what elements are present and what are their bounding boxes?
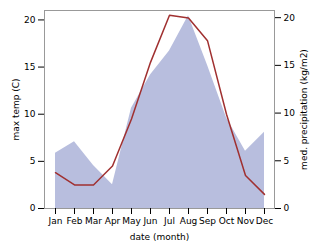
svg-text:May: May [122, 216, 141, 226]
svg-text:Sep: Sep [199, 216, 216, 226]
svg-text:Jun: Jun [142, 216, 157, 226]
svg-text:15: 15 [284, 60, 295, 70]
svg-text:Aug: Aug [180, 216, 198, 226]
svg-text:Feb: Feb [67, 216, 83, 226]
svg-text:5: 5 [30, 156, 36, 166]
svg-text:med. precipitation (kg/m2): med. precipitation (kg/m2) [299, 49, 309, 170]
svg-text:0: 0 [30, 203, 36, 213]
svg-text:Dec: Dec [256, 216, 273, 226]
svg-text:20: 20 [24, 15, 36, 25]
svg-text:10: 10 [284, 108, 296, 118]
svg-text:15: 15 [24, 62, 35, 72]
svg-text:max temp (C): max temp (C) [11, 78, 21, 140]
svg-text:Mar: Mar [85, 216, 102, 226]
svg-text:Jan: Jan [48, 216, 63, 226]
svg-text:5: 5 [284, 156, 290, 166]
svg-text:Jul: Jul [163, 216, 175, 226]
svg-text:0: 0 [284, 203, 290, 213]
svg-text:Oct: Oct [219, 216, 235, 226]
svg-text:date (month): date (month) [130, 232, 189, 242]
svg-text:20: 20 [284, 13, 296, 23]
svg-text:10: 10 [24, 109, 36, 119]
svg-text:Apr: Apr [105, 216, 121, 226]
svg-text:Nov: Nov [237, 216, 255, 226]
